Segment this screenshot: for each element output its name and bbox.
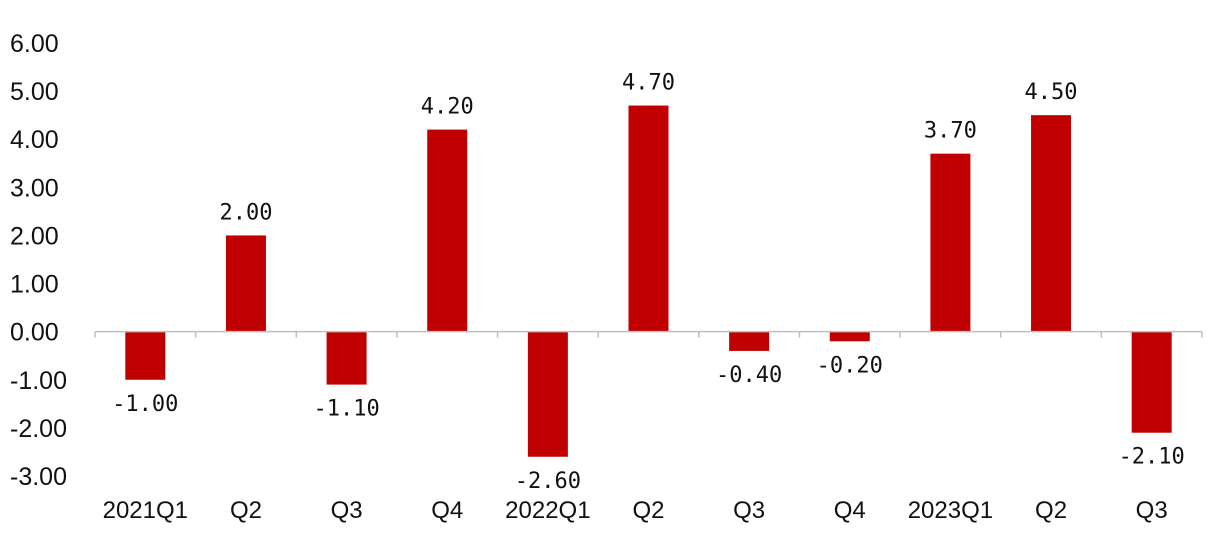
x-tick-label: 2021Q1 <box>103 497 188 524</box>
y-axis-ticks: 6.00 5.00 4.00 3.00 2.00 1.00 0.00 -1.00 -2.00 -3… <box>10 30 67 491</box>
bars <box>125 105 1172 457</box>
data-label: -2.10 <box>1119 445 1185 470</box>
x-axis-labels: 2021Q1 Q2 Q3 Q4 2022Q1 Q2 Q3 Q4 2023Q1 Q2 Q3 <box>103 497 1168 524</box>
y-tick-label: 4.00 <box>10 126 59 154</box>
bar <box>930 153 971 332</box>
data-label: -0.40 <box>716 363 782 388</box>
bar <box>326 331 367 385</box>
bar <box>1131 331 1172 433</box>
data-label: 3.70 <box>924 119 977 144</box>
x-tick-label: Q3 <box>1136 497 1168 524</box>
bar <box>829 331 870 342</box>
y-tick-label: -1.00 <box>10 367 67 395</box>
data-label: -2.60 <box>515 469 581 494</box>
x-tick-label: Q3 <box>331 497 363 524</box>
bar <box>729 331 770 351</box>
y-tick-label: 6.00 <box>10 30 59 58</box>
x-axis-tick-marks <box>94 331 1203 338</box>
data-label: -0.20 <box>817 353 883 378</box>
data-label: 4.50 <box>1025 80 1078 105</box>
x-tick-label: 2022Q1 <box>505 497 590 524</box>
x-tick-label: Q4 <box>834 497 866 524</box>
data-label: 4.20 <box>421 95 474 120</box>
bar <box>225 235 266 332</box>
y-tick-label: -3.00 <box>10 463 67 491</box>
y-tick-label: 1.00 <box>10 271 59 299</box>
y-tick-label: -2.00 <box>10 415 67 443</box>
data-label: -1.10 <box>313 397 379 422</box>
data-label: 2.00 <box>219 200 272 225</box>
y-tick-label: 0.00 <box>10 319 59 347</box>
x-tick-label: Q4 <box>431 497 463 524</box>
data-label: 4.70 <box>622 71 675 96</box>
data-label: -1.00 <box>112 392 178 417</box>
x-tick-label: Q2 <box>230 497 262 524</box>
bar <box>1031 115 1072 332</box>
x-tick-label: Q2 <box>632 497 664 524</box>
bar <box>527 331 568 457</box>
x-tick-label: 2023Q1 <box>908 497 993 524</box>
data-labels: -1.00 2.00 -1.10 4.20 -2.60 4.70 -0.40 -0.20 3.7… <box>112 71 1185 494</box>
bar <box>427 129 468 332</box>
y-tick-label: 5.00 <box>10 78 59 106</box>
y-tick-label: 3.00 <box>10 174 59 202</box>
x-tick-label: Q2 <box>1035 497 1067 524</box>
y-tick-label: 2.00 <box>10 222 59 250</box>
bar <box>125 331 166 380</box>
x-tick-label: Q3 <box>733 497 765 524</box>
bar <box>628 105 669 332</box>
